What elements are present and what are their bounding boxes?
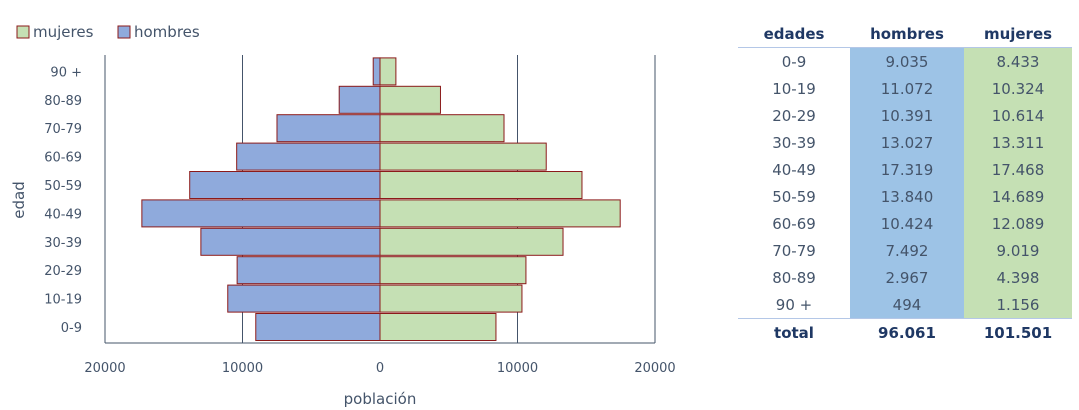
cell-edad: 90 +	[775, 295, 813, 314]
table-body: 0-9 9.035 8.433 10-19 11.072 10.324 20-29 10.39…	[738, 47, 1072, 346]
cell-hombres: 7.492	[850, 237, 964, 264]
y-tick-label: 0-9	[61, 321, 82, 336]
cell-mujeres: 17.468	[964, 156, 1072, 183]
cell-hombres: 11.072	[850, 75, 964, 102]
bar-mujeres-60-69	[379, 142, 547, 171]
table-row: 70-79 7.492 9.019	[738, 237, 1072, 264]
cell-mujeres: 8.433	[964, 47, 1072, 75]
x-tick-label: 0	[376, 361, 384, 376]
bar-hombres-0-9	[255, 313, 381, 341]
cell-edad: 40-49	[772, 160, 816, 179]
cell-edad: 20-29	[772, 106, 816, 125]
table-total-row: total 96.061 101.501	[738, 318, 1072, 346]
table-row: 80-89 2.967 4.398	[738, 264, 1072, 291]
y-tick-label: 30-39	[44, 236, 82, 251]
bar-mujeres-20-29	[379, 256, 527, 285]
bar-mujeres-90	[379, 57, 397, 86]
legend-label-mujeres: mujeres	[33, 23, 94, 41]
population-pyramid-chart: 0-9 10-19 20-29 30-39 40-49 50-59 60-69 70-79 80…	[10, 23, 676, 408]
header-hombres: hombres	[850, 20, 964, 48]
bar-hombres-50-59	[189, 171, 381, 199]
cell-mujeres: 9.019	[964, 237, 1072, 264]
cell-hombres: 10.391	[850, 102, 964, 129]
bar-mujeres-0-9	[379, 313, 497, 341]
y-axis-title: edad	[10, 181, 28, 218]
cell-edad: 10-19	[772, 79, 816, 98]
table-row: 20-29 10.391 10.614	[738, 102, 1072, 129]
bar-hombres-60-69	[236, 142, 381, 171]
x-tick-label: 10000	[222, 361, 263, 376]
cell-edad: 30-39	[772, 133, 816, 152]
y-tick-label: 60-69	[44, 151, 82, 166]
header-edades: edades	[738, 20, 850, 48]
table-header-row: edades hombres mujeres	[738, 20, 1072, 48]
bar-mujeres-50-59	[379, 171, 583, 199]
cell-mujeres: 10.324	[964, 75, 1072, 102]
header-mujeres: mujeres	[964, 20, 1072, 48]
table-row: 50-59 13.840 14.689	[738, 183, 1072, 210]
legend-swatch-mujeres	[16, 25, 30, 39]
table-row: 0-9 9.035 8.433	[738, 47, 1072, 75]
total-label: total	[738, 318, 850, 346]
cell-hombres: 2.967	[850, 264, 964, 291]
cell-hombres: 13.840	[850, 183, 964, 210]
y-tick-label: 80-89	[44, 94, 82, 109]
bar-mujeres-70-79	[379, 114, 505, 143]
cell-mujeres: 12.089	[964, 210, 1072, 237]
bar-hombres-30-39	[200, 227, 381, 256]
legend-swatch-hombres	[117, 25, 131, 39]
bar-mujeres-40-49	[379, 199, 621, 228]
cell-hombres: 17.319	[850, 156, 964, 183]
cell-edad: 60-69	[772, 214, 816, 233]
cell-mujeres: 10.614	[964, 102, 1072, 129]
cell-edad: 80-89	[772, 268, 816, 287]
x-axis-title: población	[344, 390, 417, 408]
bar-hombres-20-29	[236, 256, 381, 285]
bar-hombres-70-79	[276, 114, 381, 143]
cell-mujeres: 14.689	[964, 183, 1072, 210]
bar-mujeres-80-89	[379, 85, 441, 114]
y-tick-label: 70-79	[44, 122, 82, 137]
table-row: 60-69 10.424 12.089	[738, 210, 1072, 237]
total-mujeres: 101.501	[964, 318, 1072, 346]
cell-edad: 0-9	[781, 52, 807, 71]
bar-hombres-40-49	[141, 199, 381, 228]
y-tick-label: 50-59	[44, 179, 82, 194]
bar-hombres-80-89	[338, 85, 381, 114]
cell-hombres: 494	[850, 291, 964, 319]
y-tick-label: 20-29	[44, 264, 82, 279]
bar-hombres-90	[372, 57, 381, 86]
x-tick-label: 20000	[84, 361, 125, 376]
y-tick-label: 10-19	[44, 293, 82, 308]
bar-mujeres-30-39	[379, 227, 564, 256]
y-tick-label: 40-49	[44, 207, 82, 222]
legend-label-hombres: hombres	[134, 23, 200, 41]
total-hombres: 96.061	[850, 318, 964, 346]
table-row: 90 + 494 1.156	[738, 291, 1072, 319]
x-tick-label: 10000	[497, 361, 538, 376]
cell-hombres: 9.035	[850, 47, 964, 75]
bar-hombres-10-19	[227, 284, 381, 313]
cell-edad: 50-59	[772, 187, 816, 206]
cell-mujeres: 13.311	[964, 129, 1072, 156]
table-row: 10-19 11.072 10.324	[738, 75, 1072, 102]
bar-mujeres-10-19	[379, 284, 523, 313]
cell-hombres: 13.027	[850, 129, 964, 156]
table-row: 30-39 13.027 13.311	[738, 129, 1072, 156]
cell-edad: 70-79	[772, 241, 816, 260]
cell-mujeres: 1.156	[964, 291, 1072, 319]
population-table: edades hombres mujeres 0-9 9.035 8.433 10-1…	[738, 20, 1072, 346]
cell-hombres: 10.424	[850, 210, 964, 237]
x-tick-label: 20000	[634, 361, 675, 376]
y-tick-label: 90 +	[50, 65, 82, 80]
table-row: 40-49 17.319 17.468	[738, 156, 1072, 183]
cell-mujeres: 4.398	[964, 264, 1072, 291]
